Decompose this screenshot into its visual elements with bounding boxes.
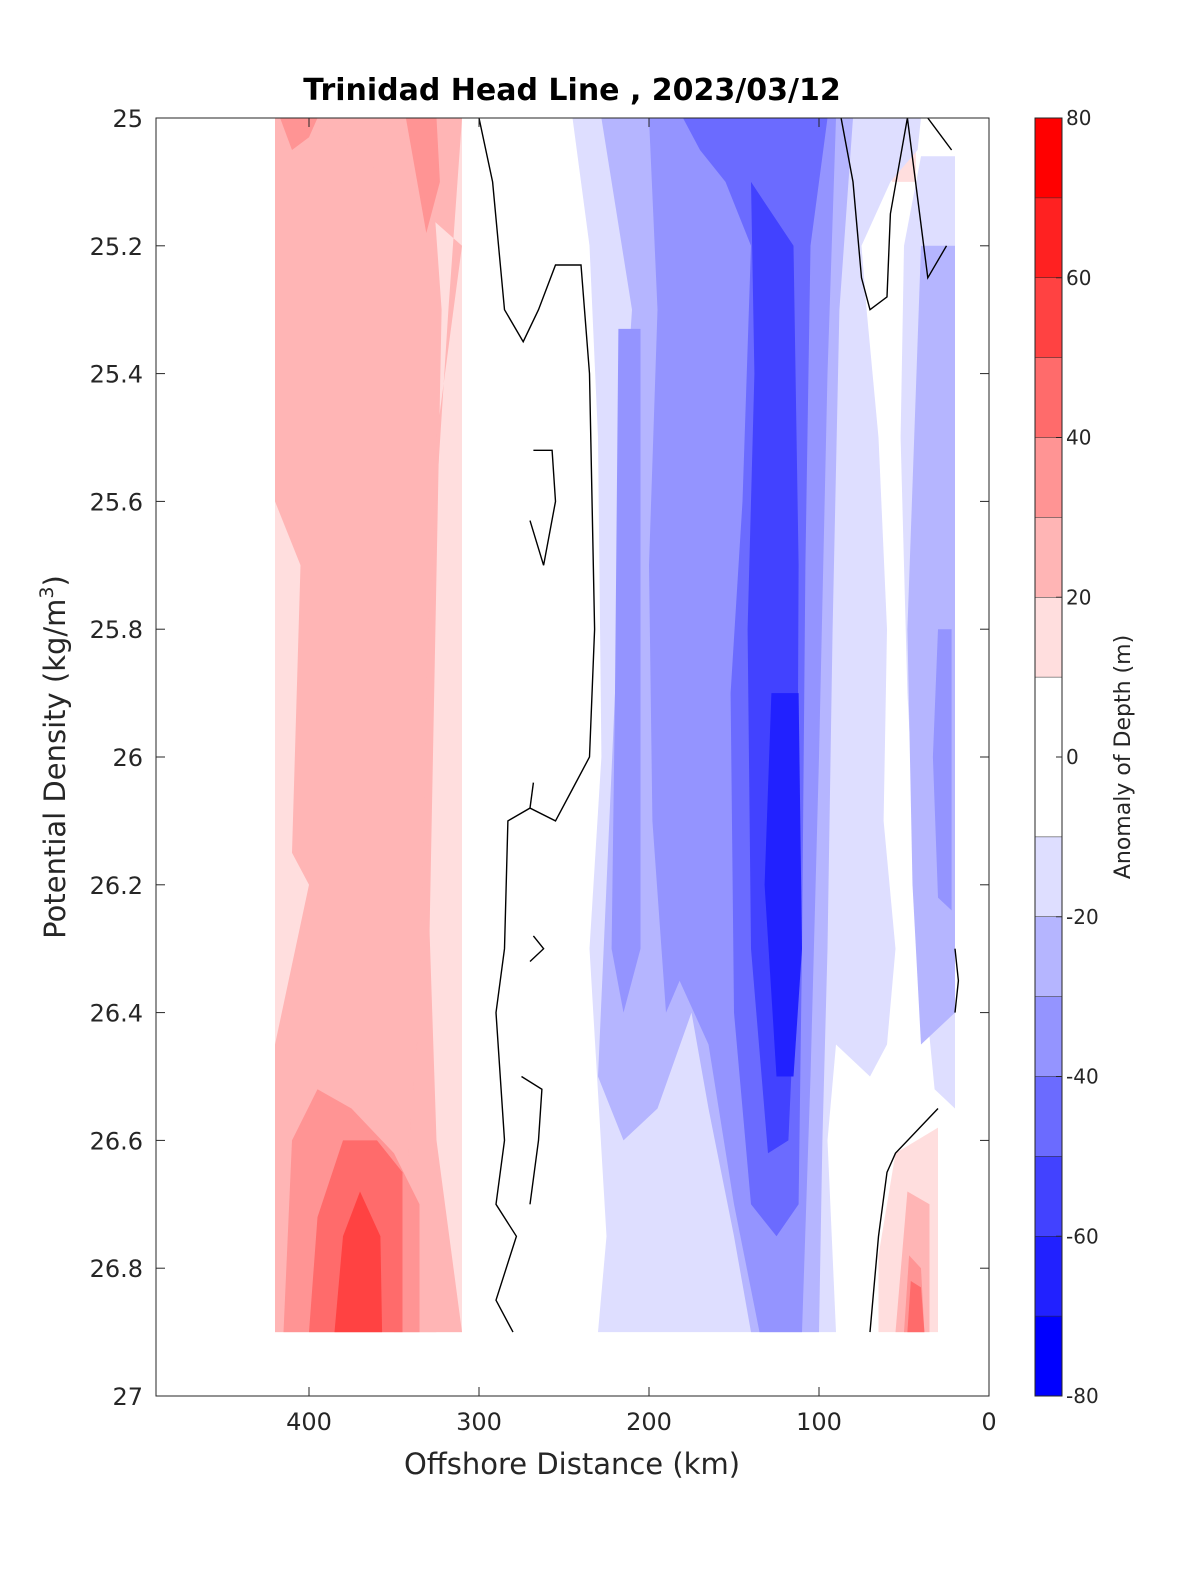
colorbar bbox=[1035, 117, 1062, 1396]
contour-line-layer bbox=[478, 117, 960, 1333]
colorbar-ticks: 80 60 40 20 0 -20 -40 -60 -80 bbox=[1056, 106, 1099, 1408]
colorbar-segment bbox=[1035, 996, 1062, 1077]
contour-fill-layer bbox=[275, 118, 955, 1333]
contour-region-level-neg40 bbox=[932, 629, 952, 911]
colorbar-tick-label: -60 bbox=[1066, 1224, 1099, 1248]
colorbar-segment bbox=[1035, 1076, 1062, 1157]
y-tick-label: 25.2 bbox=[90, 233, 143, 261]
contour-line-zero bbox=[954, 948, 960, 1013]
contour-line-zero bbox=[927, 117, 953, 151]
colorbar-tick-label: 0 bbox=[1066, 745, 1079, 769]
contour-line-zero bbox=[840, 117, 948, 311]
y-tick-label: 26.2 bbox=[90, 872, 143, 900]
y-axis-label: Potential Density (kg/m3) bbox=[36, 575, 72, 939]
colorbar-segment bbox=[1035, 1156, 1062, 1237]
colorbar-segment bbox=[1035, 517, 1062, 598]
contour-line-zero bbox=[478, 117, 596, 1333]
y-tick-label: 25 bbox=[112, 105, 143, 133]
contour-line-zero bbox=[529, 782, 535, 809]
y-tick-label: 25.4 bbox=[90, 361, 143, 389]
y-axis: 25 25.2 25.4 25.6 25.8 26 26.2 26.4 26.6 26.8 27 bbox=[90, 105, 989, 1411]
x-tick-label: 0 bbox=[981, 1408, 996, 1436]
contour-region-level-60 bbox=[334, 1191, 383, 1333]
colorbar-segment bbox=[1035, 197, 1062, 278]
y-tick-label: 26.8 bbox=[90, 1255, 143, 1283]
y-tick-label: 25.8 bbox=[90, 616, 143, 644]
colorbar-tick-label: 60 bbox=[1066, 266, 1091, 290]
colorbar-segment bbox=[1035, 597, 1062, 678]
colorbar-tick-label: -40 bbox=[1066, 1065, 1099, 1089]
x-axis: 400 300 200 100 0 bbox=[286, 118, 997, 1436]
colorbar-segment bbox=[1035, 118, 1062, 198]
contour-region-level-50 bbox=[907, 1281, 925, 1333]
colorbar-tick-label: 20 bbox=[1066, 585, 1091, 609]
y-axis-label-superscript: 3 bbox=[36, 586, 58, 598]
contour-region-level-neg70 bbox=[764, 693, 802, 1077]
colorbar-segment bbox=[1035, 277, 1062, 358]
y-tick-label: 26 bbox=[112, 744, 143, 772]
colorbar-segment bbox=[1035, 1236, 1062, 1317]
colorbar-tick-label: -20 bbox=[1066, 905, 1099, 929]
x-tick-label: 200 bbox=[626, 1408, 672, 1436]
chart-title: Trinidad Head Line , 2023/03/12 bbox=[303, 73, 840, 108]
y-tick-label: 26.6 bbox=[90, 1127, 143, 1155]
contour-region-level-30 bbox=[275, 118, 442, 1333]
colorbar-label: Anomaly of Depth (m) bbox=[1111, 635, 1136, 879]
contour-region-level-40 bbox=[280, 118, 318, 150]
contour-region-level-40 bbox=[405, 118, 440, 233]
x-axis-label: Offshore Distance (km) bbox=[404, 1447, 740, 1481]
colorbar-segment bbox=[1035, 357, 1062, 438]
x-tick-label: 100 bbox=[796, 1408, 842, 1436]
colorbar-segment bbox=[1035, 437, 1062, 518]
y-axis-label-main: Potential Density (kg/m bbox=[38, 599, 72, 939]
contour-line-zero bbox=[529, 449, 557, 566]
y-tick-label: 26.4 bbox=[90, 1000, 143, 1028]
contour-region-level-neg40 bbox=[611, 328, 641, 1013]
x-tick-label: 300 bbox=[456, 1408, 502, 1436]
contour-line-zero bbox=[529, 935, 545, 963]
contour-line-zero bbox=[869, 1108, 939, 1333]
y-axis-label-close: ) bbox=[38, 575, 72, 586]
colorbar-segment bbox=[1035, 1316, 1062, 1396]
contour-region-level-30 bbox=[317, 118, 462, 1333]
colorbar-tick-label: 80 bbox=[1066, 106, 1091, 130]
x-tick-label: 400 bbox=[286, 1408, 332, 1436]
y-tick-label: 25.6 bbox=[90, 488, 143, 516]
y-tick-label: 27 bbox=[112, 1383, 143, 1411]
colorbar-tick-label: 40 bbox=[1066, 426, 1091, 450]
contour-line-zero bbox=[521, 1075, 543, 1205]
colorbar-segment bbox=[1035, 916, 1062, 997]
colorbar-segment bbox=[1035, 836, 1062, 917]
colorbar-tick-label: -80 bbox=[1066, 1384, 1099, 1408]
